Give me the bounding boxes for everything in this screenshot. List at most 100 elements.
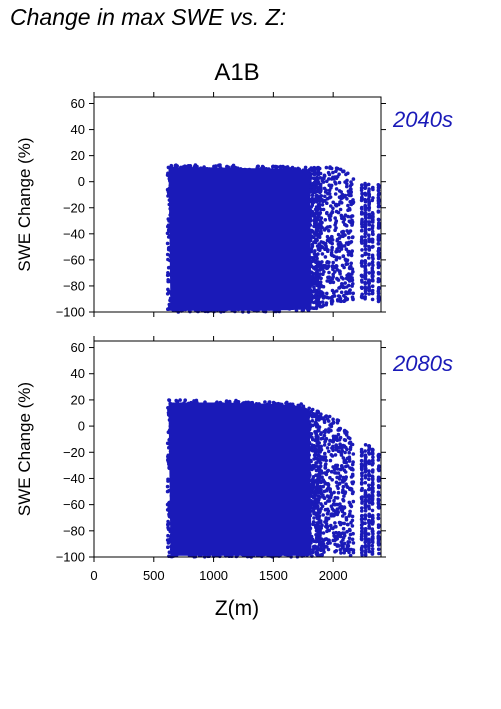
- scatter-point: [345, 197, 349, 201]
- scatter-point: [335, 276, 339, 281]
- scatter-point: [320, 245, 325, 250]
- scatter-point: [376, 256, 381, 261]
- scatter-point: [376, 235, 381, 239]
- scatter-point: [309, 167, 314, 172]
- scatter-point: [370, 237, 375, 242]
- scatter-point: [327, 177, 331, 181]
- scatter-point: [313, 240, 318, 245]
- y-tick-label: −100: [56, 305, 85, 320]
- scatter-point: [345, 178, 349, 183]
- scatter-point: [275, 165, 280, 169]
- scatter-point: [360, 292, 365, 297]
- scatter-point: [367, 237, 372, 242]
- scatter-point: [363, 199, 368, 203]
- scatter-point: [313, 249, 317, 253]
- scatter-point: [312, 272, 317, 276]
- scatter-point: [320, 252, 325, 256]
- scatter-point: [324, 226, 328, 231]
- scatter-point: [317, 242, 322, 246]
- scatter-point: [331, 280, 336, 285]
- scatter-point: [314, 208, 319, 213]
- scatter-point: [317, 281, 321, 285]
- scatter-point: [360, 191, 364, 196]
- scatter-point: [334, 257, 339, 262]
- scatter-point: [371, 196, 375, 200]
- scatter-point: [351, 177, 356, 181]
- scatter-point: [323, 218, 328, 222]
- scatter-point: [371, 278, 375, 283]
- scatter-point: [342, 169, 346, 173]
- scatter-point: [367, 223, 372, 227]
- scatter-point: [344, 258, 348, 263]
- scatter-point: [367, 549, 372, 554]
- scatter-point: [320, 260, 324, 264]
- scatter-point: [376, 261, 381, 266]
- scatter-point: [315, 176, 319, 180]
- scatter-point: [371, 257, 375, 261]
- scatter-point: [317, 189, 322, 193]
- scatter-point: [344, 285, 349, 289]
- scatter-point: [323, 190, 328, 194]
- scatter-point: [360, 241, 364, 245]
- scatter-point: [327, 275, 332, 280]
- scatter-points: [165, 163, 381, 314]
- scatter-point: [331, 175, 335, 180]
- scatter-point: [321, 199, 326, 204]
- scatter-point: [348, 240, 352, 245]
- scatter-point: [348, 266, 352, 271]
- scatter-point: [338, 243, 343, 248]
- scatter-point: [339, 197, 344, 201]
- scatter-point: [363, 191, 368, 196]
- scatter-point: [360, 224, 364, 229]
- scatter-point: [363, 288, 368, 293]
- scatter-point: [376, 252, 381, 257]
- scatter-point: [339, 299, 343, 304]
- scatter-point: [345, 273, 349, 278]
- scatter-point: [341, 231, 345, 235]
- y-tick-label: −40: [63, 226, 85, 241]
- scatter-point: [367, 189, 371, 193]
- scatter-point: [345, 262, 350, 266]
- page-title: Change in max SWE vs. Z:: [10, 4, 287, 30]
- scatter-point: [371, 271, 375, 276]
- scatter-point: [360, 254, 365, 258]
- scatter-point: [360, 286, 364, 291]
- scatter-point: [332, 254, 336, 259]
- scatter-point: [376, 265, 381, 270]
- scatter-point: [317, 290, 322, 294]
- scatter-points: [165, 398, 381, 559]
- scatter-point: [331, 260, 336, 265]
- scatter-point: [330, 294, 335, 299]
- scatter-point: [318, 268, 322, 272]
- scatter-point: [343, 281, 348, 285]
- scatter-point: [366, 182, 371, 187]
- scatter-point: [367, 271, 372, 275]
- scatter-point: [360, 205, 364, 210]
- scatter-point: [370, 508, 375, 513]
- scatter-point: [321, 263, 326, 268]
- scatter-point: [363, 183, 368, 188]
- y-tick-label: −80: [63, 278, 85, 293]
- scatter-point: [331, 272, 336, 277]
- scatter-point: [336, 232, 341, 237]
- scatter-point: [363, 295, 368, 299]
- scatter-point: [370, 284, 375, 289]
- scatter-point: [337, 286, 342, 290]
- scatter-point: [351, 270, 355, 274]
- scenario-label: A1B: [214, 59, 259, 86]
- scatter-point: [316, 235, 321, 239]
- scatter-point: [342, 299, 346, 304]
- scatter-point: [318, 183, 323, 188]
- scatter-point: [311, 289, 316, 294]
- scatter-point: [165, 241, 170, 246]
- y-tick-label: 40: [71, 122, 85, 137]
- scatter-point: [325, 201, 329, 205]
- scatter-point: [363, 203, 368, 208]
- scatter-point: [324, 301, 329, 305]
- scatter-point: [371, 214, 375, 218]
- scatter-point: [376, 297, 381, 301]
- scatter-point: [363, 264, 368, 268]
- scatter-point: [166, 307, 170, 312]
- scatter-point: [332, 291, 336, 295]
